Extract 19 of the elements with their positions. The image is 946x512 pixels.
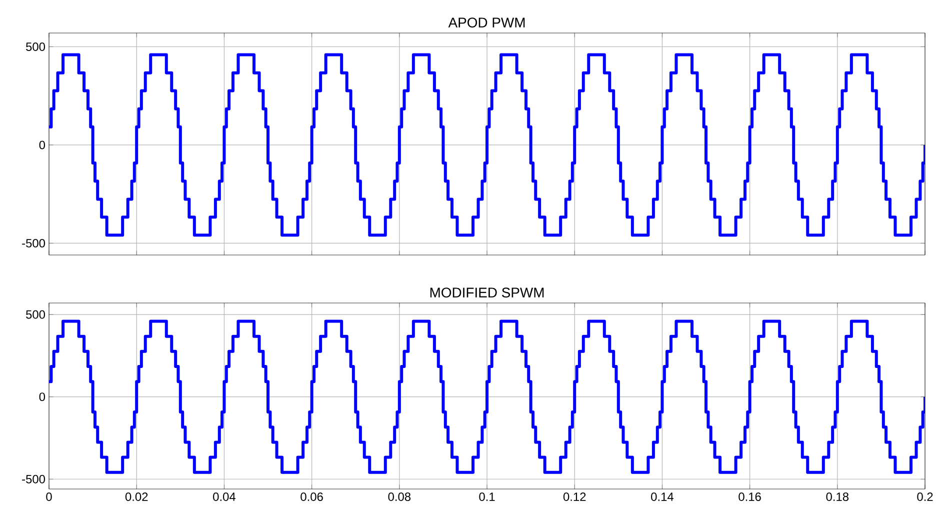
x-tick-label: 0.04 [213, 492, 236, 501]
x-tick-label: 0.06 [300, 492, 323, 501]
y-tick-label: 0 [39, 392, 46, 402]
x-tick-label: 0.2 [917, 492, 933, 501]
x-tick-label: 0.1 [479, 492, 495, 501]
x-tick-label: 0.18 [826, 492, 849, 501]
x-tick-label: 0.12 [563, 492, 586, 501]
y-tick-label: -500 [22, 474, 46, 484]
y-tick-label: 500 [26, 42, 46, 51]
x-tick-label: 0.16 [738, 492, 761, 501]
x-tick-label: 0.08 [388, 492, 411, 501]
x-tick-label: 0 [46, 492, 52, 501]
chart-title: MODIFIED SPWM [430, 288, 544, 298]
x-tick-label: 0.14 [651, 492, 674, 501]
y-tick-label: -500 [22, 238, 46, 248]
y-tick-label: 500 [26, 310, 46, 319]
y-tick-label: 0 [39, 140, 46, 150]
chart-title: APOD PWM [448, 18, 525, 28]
x-tick-label: 0.02 [125, 492, 148, 501]
